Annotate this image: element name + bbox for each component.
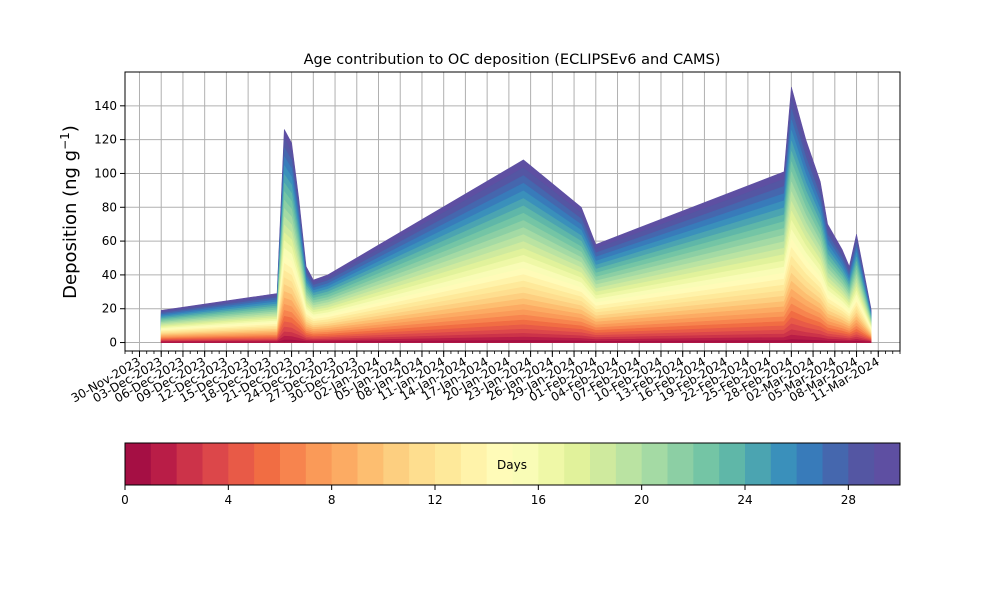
colorbar-swatch: [538, 443, 565, 485]
colorbar-tick-label: 0: [121, 493, 129, 507]
y-tick-label: 0: [109, 336, 117, 350]
y-tick-label: 60: [102, 234, 117, 248]
colorbar-swatch: [331, 443, 358, 485]
colorbar-swatch: [615, 443, 643, 485]
area-band-day-1: [160, 334, 872, 343]
colorbar-swatch: [357, 443, 384, 485]
colorbar-swatch: [254, 443, 281, 485]
colorbar-tick-label: 16: [531, 493, 546, 507]
colorbar-swatch: [460, 443, 488, 485]
colorbar-swatch: [848, 443, 875, 485]
y-tick-label: 140: [94, 99, 117, 113]
colorbar-swatch: [305, 443, 333, 485]
plot-frame: [124, 71, 901, 352]
colorbar-swatch: [822, 443, 849, 485]
y-axis: 0 20 40 60 80 100 120 140: [94, 99, 125, 350]
colorbar-swatch: [564, 443, 591, 485]
colorbar-swatch: [719, 443, 746, 485]
colorbar-swatch: [228, 443, 255, 485]
colorbar-swatch: [590, 443, 617, 485]
colorbar-tick-label: 12: [427, 493, 442, 507]
colorbar-swatch: [176, 443, 203, 485]
colorbar-swatch: [512, 443, 539, 485]
colorbar-swatch: [486, 443, 513, 485]
colorbar-frame: [124, 442, 901, 486]
colorbar-swatch: [435, 443, 462, 485]
colorbar-swatch: [770, 443, 798, 485]
colorbar-swatch: [280, 443, 307, 485]
colorbar-swatch: [383, 443, 410, 485]
colorbar-swatch: [125, 443, 152, 485]
colorbar-swatch: [796, 443, 823, 485]
colorbar-tick-label: 20: [634, 493, 649, 507]
colorbar-tick-label: 28: [841, 493, 856, 507]
chart-title: Age contribution to OC deposition (ECLIP…: [304, 52, 721, 68]
area-band-day-0: [160, 339, 872, 343]
y-tick-label: 40: [102, 268, 117, 282]
colorbar-swatch: [667, 443, 694, 485]
colorbar-swatch: [409, 443, 436, 485]
colorbar-swatch: [202, 443, 229, 485]
colorbar-swatch: [745, 443, 772, 485]
colorbar-swatch: [641, 443, 668, 485]
age-contribution-areas: [160, 86, 872, 343]
colorbar-tick-label: 8: [328, 493, 336, 507]
colorbar: 0 4 8 12 16 20 24 28: [121, 442, 901, 507]
y-axis-label: Deposition (ng g−1): [58, 125, 81, 299]
colorbar-tick-label: 4: [225, 493, 233, 507]
x-axis: 30-Nov-202303-Dec-202306-Dec-202309-Dec-…: [69, 351, 901, 405]
y-tick-label: 20: [102, 302, 117, 316]
y-tick-label: 120: [94, 133, 117, 147]
y-tick-label: 100: [94, 166, 117, 180]
colorbar-swatch: [874, 443, 901, 485]
colorbar-swatch: [693, 443, 720, 485]
colorbar-swatch: [150, 443, 178, 485]
colorbar-tick-label: 24: [737, 493, 752, 507]
colorbar-label: Days: [497, 458, 527, 472]
y-tick-label: 80: [102, 200, 117, 214]
